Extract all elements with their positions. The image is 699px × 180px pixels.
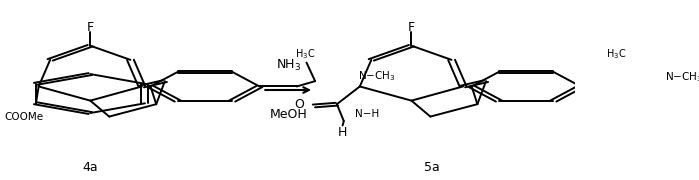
Text: NH$_3$: NH$_3$ [275,58,301,73]
Text: N−CH$_3$: N−CH$_3$ [665,70,699,84]
Text: O: O [295,98,305,111]
Text: COOMe: COOMe [5,112,44,122]
Text: MeOH: MeOH [269,108,307,121]
Text: H: H [338,126,347,139]
Text: 5a: 5a [424,161,440,174]
Text: F: F [408,21,415,35]
Text: N−CH$_3$: N−CH$_3$ [358,69,396,83]
Text: H$_3$C: H$_3$C [606,47,626,60]
Text: H$_3$C: H$_3$C [294,47,315,60]
Text: N−H: N−H [355,109,380,119]
Text: 4a: 4a [82,161,98,174]
Text: F: F [87,21,94,35]
